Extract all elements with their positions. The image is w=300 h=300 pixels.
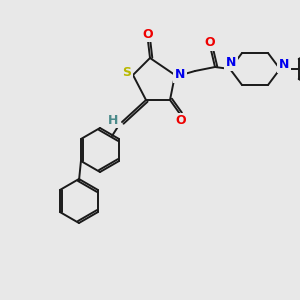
Text: N: N [175, 68, 185, 82]
Text: O: O [205, 37, 215, 50]
Text: O: O [143, 28, 153, 40]
Text: N: N [279, 58, 289, 71]
Text: N: N [226, 56, 236, 70]
Text: S: S [122, 65, 131, 79]
Text: H: H [108, 113, 118, 127]
Text: O: O [176, 115, 186, 128]
